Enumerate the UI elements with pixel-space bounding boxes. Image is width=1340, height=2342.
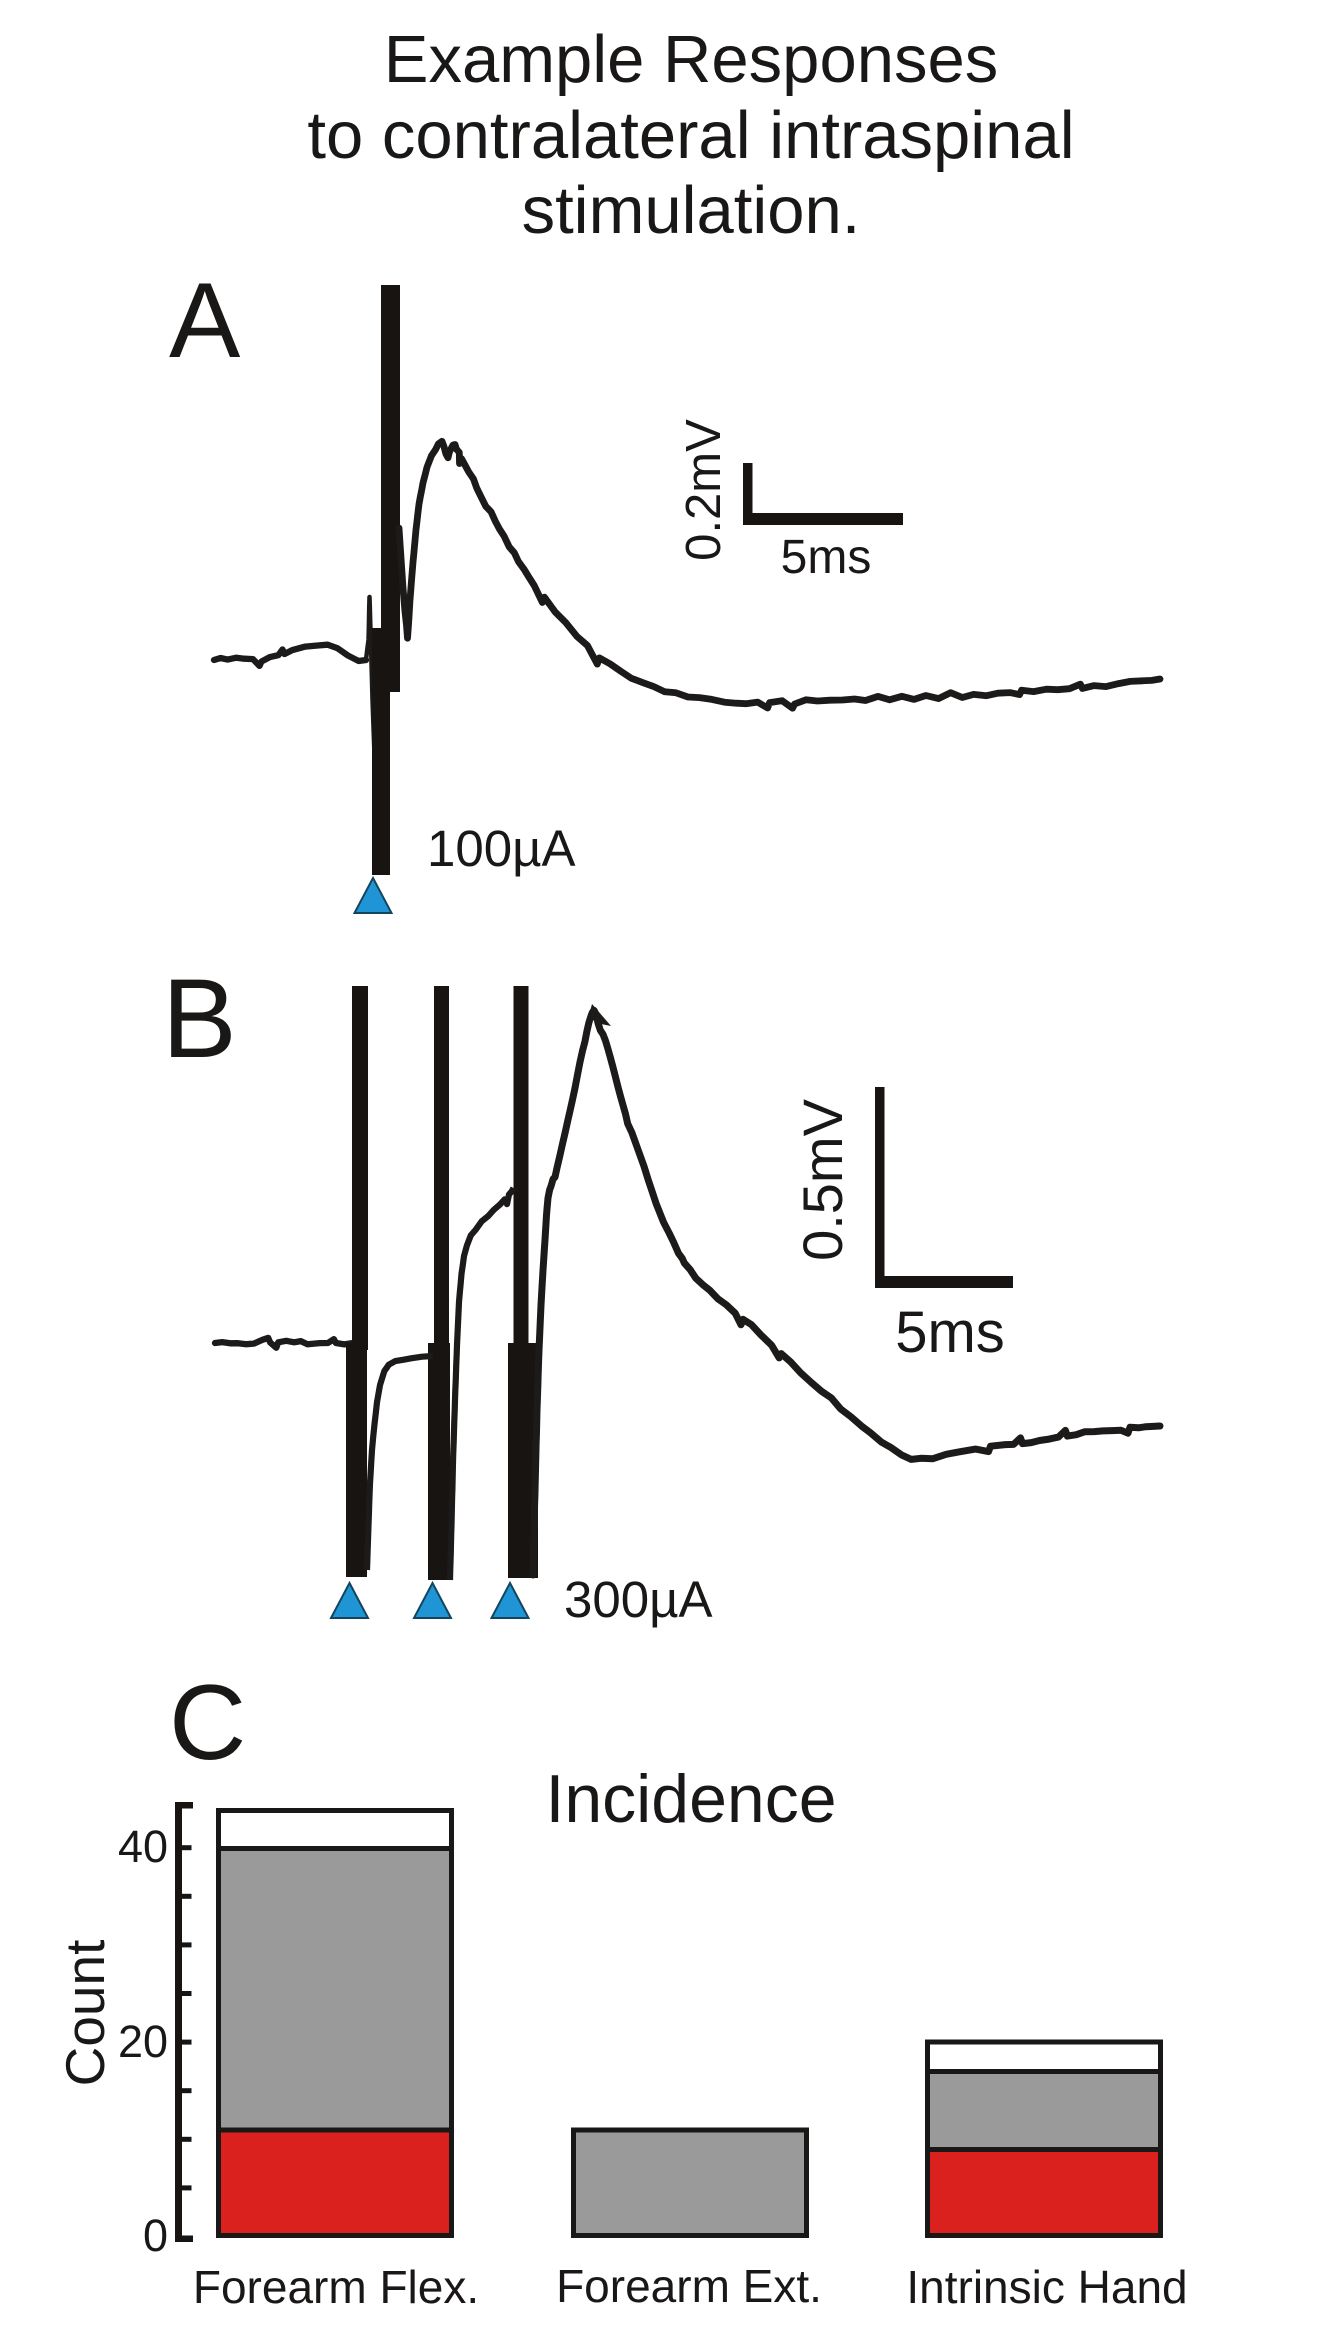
svg-text:Intrinsic Hand: Intrinsic Hand	[906, 2261, 1187, 2313]
svg-text:Example Responses: Example Responses	[384, 22, 998, 97]
svg-text:0.5mV: 0.5mV	[791, 1098, 854, 1260]
svg-text:B: B	[162, 956, 237, 1081]
svg-text:5ms: 5ms	[781, 531, 872, 584]
svg-text:20: 20	[118, 2016, 168, 2067]
svg-text:C: C	[169, 1662, 246, 1782]
svg-text:40: 40	[118, 1821, 168, 1872]
svg-text:5ms: 5ms	[895, 1300, 1005, 1365]
svg-text:Forearm Ext.: Forearm Ext.	[556, 2260, 822, 2312]
svg-text:Incidence: Incidence	[545, 1761, 836, 1837]
svg-text:to contralateral intraspinal: to contralateral intraspinal	[307, 98, 1074, 173]
svg-text:Count: Count	[54, 1940, 116, 2087]
svg-text:0: 0	[143, 2210, 168, 2261]
svg-text:0.2mV: 0.2mV	[677, 419, 731, 561]
svg-text:100µA: 100µA	[427, 820, 576, 877]
svg-text:stimulation.: stimulation.	[522, 173, 861, 248]
svg-text:Forearm Flex.: Forearm Flex.	[193, 2261, 479, 2313]
svg-text:300µA: 300µA	[564, 1571, 713, 1628]
svg-text:A: A	[169, 260, 241, 380]
